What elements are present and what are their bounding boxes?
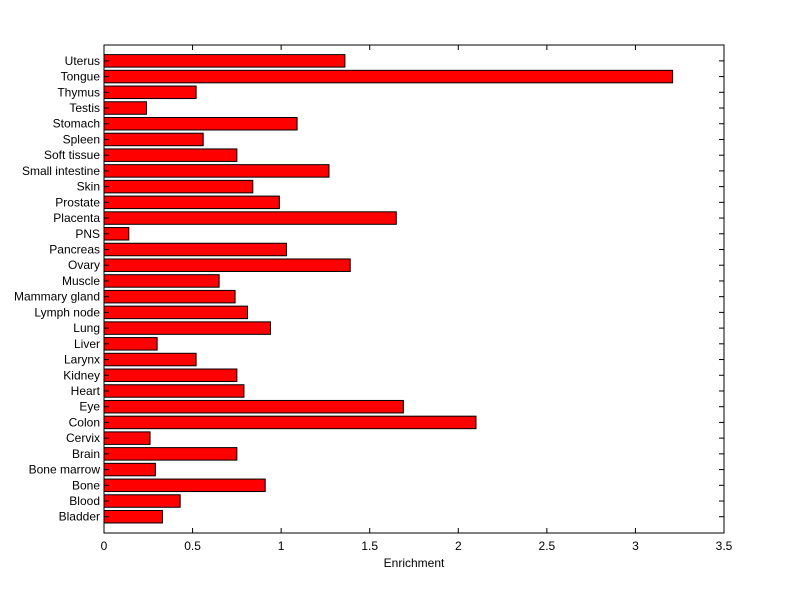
y-tick-label: Spleen: [63, 132, 100, 146]
x-tick-label: 3: [632, 539, 639, 553]
y-tick-label: Colon: [69, 415, 100, 429]
bar-brain: [103, 447, 238, 461]
y-tick-label: Brain: [72, 447, 100, 461]
y-tick-label: Ovary: [68, 258, 100, 272]
x-tick-label: 0: [101, 539, 108, 553]
bar-bladder: [103, 509, 163, 524]
x-tick-label: 2: [455, 539, 462, 553]
y-tick-label: Blood: [69, 494, 100, 508]
bar-pancreas: [103, 242, 287, 257]
y-tick-label: Heart: [71, 384, 101, 398]
bar-lung: [103, 321, 272, 335]
bar-blood: [103, 494, 181, 508]
x-axis-title: Enrichment: [384, 556, 445, 570]
y-tick-label: Soft tissue: [44, 148, 100, 162]
bar-colon: [103, 415, 477, 430]
y-tick-label: Testis: [69, 101, 100, 115]
bar-stomach: [103, 116, 298, 131]
plot-frame: [103, 44, 725, 534]
bar-larynx: [103, 352, 197, 367]
bar-spleen: [103, 132, 204, 147]
bar-bone: [103, 478, 266, 493]
y-tick-label: Lymph node: [34, 305, 100, 319]
bar-ovary: [103, 258, 351, 272]
bar-placenta: [103, 211, 397, 225]
x-tick-label: 2.5: [539, 539, 556, 553]
bar-testis: [103, 101, 148, 115]
bar-small-intestine: [103, 164, 330, 178]
bar-eye: [103, 399, 404, 414]
y-tick-label: Tongue: [61, 70, 101, 84]
y-tick-label: Small intestine: [22, 164, 100, 178]
bar-bone-marrow: [103, 462, 156, 477]
y-tick-label: Uterus: [65, 54, 100, 68]
bar-mammary-gland: [103, 289, 236, 304]
bar-cervix: [103, 431, 151, 445]
y-tick-label: Cervix: [66, 431, 100, 445]
y-tick-label: Mammary gland: [14, 290, 100, 304]
y-tick-label: Skin: [77, 180, 100, 194]
y-tick-label: PNS: [75, 227, 100, 241]
y-tick-label: Liver: [74, 337, 100, 351]
bar-lymph-node: [103, 305, 248, 320]
y-tick-label: Bladder: [59, 510, 100, 524]
bar-muscle: [103, 274, 220, 288]
x-tick-label: 1.5: [361, 539, 378, 553]
y-tick-label: Kidney: [63, 368, 100, 382]
y-tick-label: Muscle: [62, 274, 100, 288]
y-tick-label: Stomach: [53, 117, 100, 131]
bar-skin: [103, 179, 254, 194]
y-tick-label: Prostate: [55, 195, 100, 209]
y-tick-label: Larynx: [64, 353, 100, 367]
bar-heart: [103, 384, 245, 398]
bar-tongue: [103, 69, 674, 84]
y-tick-label: Bone: [72, 478, 100, 492]
x-tick-label: 3.5: [716, 539, 733, 553]
bar-soft-tissue: [103, 148, 238, 162]
y-tick-label: Placenta: [53, 211, 100, 225]
bar-prostate: [103, 195, 280, 210]
y-tick-label: Eye: [79, 400, 100, 414]
bar-kidney: [103, 368, 238, 383]
y-tick-label: Lung: [73, 321, 100, 335]
bar-uterus: [103, 54, 346, 68]
x-tick-label: 0.5: [184, 539, 201, 553]
bar-liver: [103, 337, 158, 351]
y-tick-label: Bone marrow: [29, 463, 101, 477]
bar-thymus: [103, 85, 197, 100]
x-tick-label: 1: [278, 539, 285, 553]
y-tick-label: Pancreas: [49, 243, 100, 257]
y-tick-label: Thymus: [57, 85, 100, 99]
